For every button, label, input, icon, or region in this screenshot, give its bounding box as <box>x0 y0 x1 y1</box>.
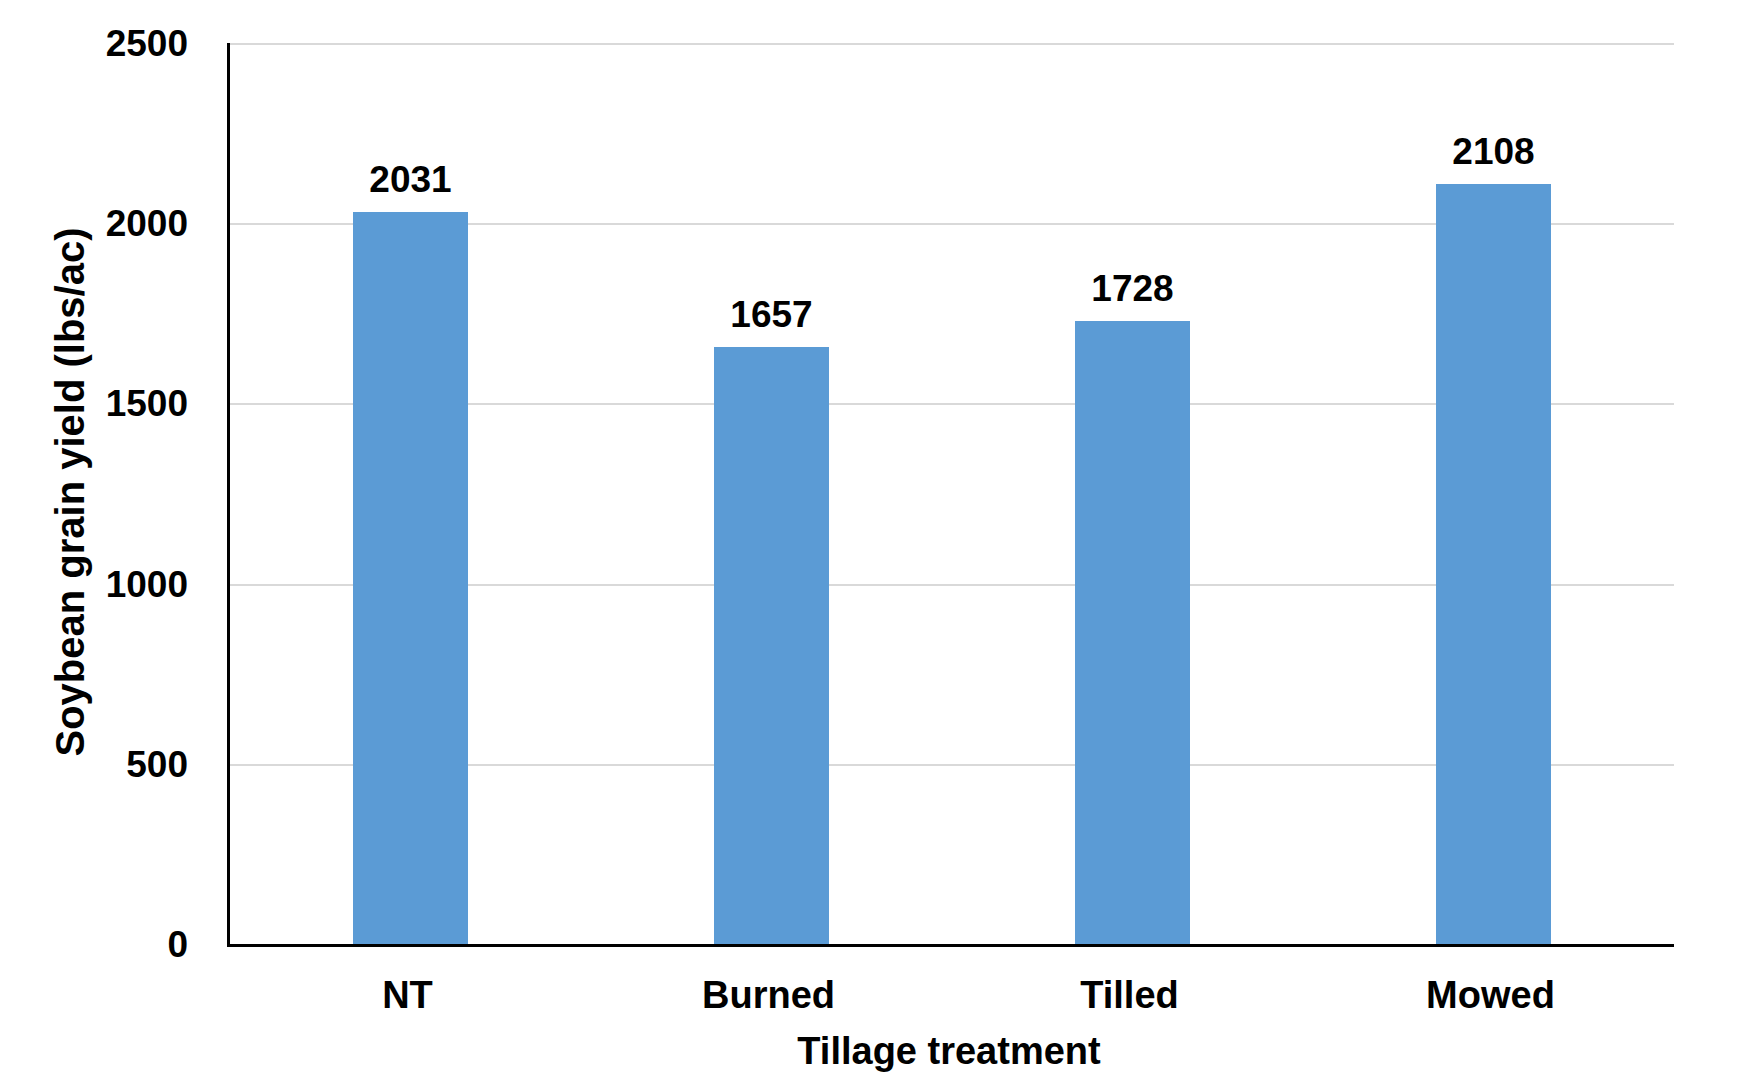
y-tick-label-2000: 2000 <box>106 205 188 242</box>
soybean-yield-bar-chart: Soybean grain yield (lbs/ac) 05001000150… <box>0 0 1738 1088</box>
bar-slot-NT: 2031 <box>230 43 591 944</box>
bar-slot-Tilled: 1728 <box>952 43 1313 944</box>
bar-slot-Mowed: 2108 <box>1313 43 1674 944</box>
y-tick-label-1500: 1500 <box>106 385 188 422</box>
x-category-label-Mowed: Mowed <box>1310 976 1671 1016</box>
y-tick-label-0: 0 <box>167 926 188 963</box>
x-category-label-Burned: Burned <box>588 976 949 1016</box>
bar-value-label-Tilled: 1728 <box>1091 270 1173 307</box>
bar-value-label-Mowed: 2108 <box>1452 133 1534 170</box>
bar-Mowed <box>1436 184 1551 944</box>
bar-Burned <box>714 347 829 944</box>
x-category-label-Tilled: Tilled <box>949 976 1310 1016</box>
x-axis-category-labels: NTBurnedTilledMowed <box>227 976 1671 1016</box>
x-category-label-NT: NT <box>227 976 588 1016</box>
x-axis-title: Tillage treatment <box>227 1032 1671 1072</box>
bar-slot-Burned: 1657 <box>591 43 952 944</box>
y-tick-label-500: 500 <box>126 745 188 782</box>
y-tick-label-2500: 2500 <box>106 25 188 62</box>
plot-area: 2031 1657 1728 2108 <box>227 43 1674 947</box>
bar-Tilled <box>1075 321 1190 944</box>
y-axis-tick-labels: 0 500 1000 1500 2000 2500 <box>0 0 188 1088</box>
bar-NT <box>353 212 468 944</box>
bars-layer: 2031 1657 1728 2108 <box>230 43 1674 944</box>
bar-value-label-NT: 2031 <box>369 161 451 198</box>
bar-value-label-Burned: 1657 <box>730 296 812 333</box>
y-tick-label-1000: 1000 <box>106 565 188 602</box>
